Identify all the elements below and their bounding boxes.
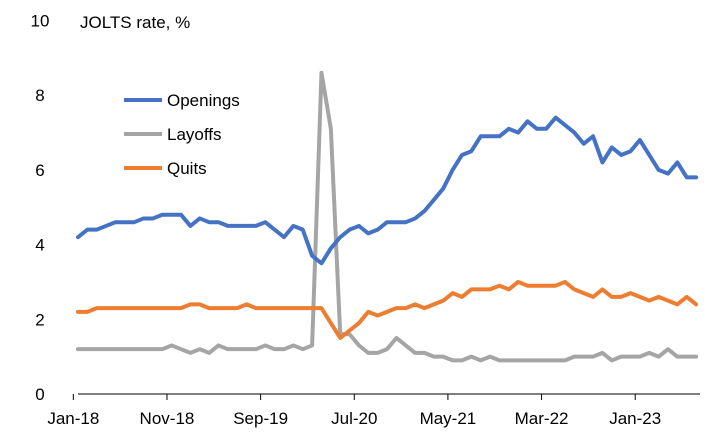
x-tick-label: May-21	[420, 409, 477, 428]
x-axis-ticks	[72, 394, 636, 400]
legend-label-quits: Quits	[167, 159, 207, 178]
y-tick-label: 4	[35, 236, 44, 255]
series-line-layoffs	[76, 70, 699, 363]
x-tick-label: Jul-20	[331, 409, 377, 428]
series-lines	[76, 70, 699, 363]
x-axis-tick-labels: Jan-18 Nov-18 Sep-19 Jul-20 May-21 Mar-22 Jan-…	[47, 409, 661, 428]
series-line-quits	[76, 279, 699, 340]
x-tick-label: Jan-18	[47, 409, 99, 428]
legend: Openings Layoffs Quits	[124, 91, 240, 178]
y-tick-label: 2	[35, 310, 44, 329]
legend-label-openings: Openings	[167, 91, 240, 110]
x-tick-label: Mar-22	[515, 409, 569, 428]
x-tick-label: Sep-19	[233, 409, 288, 428]
series-line-openings	[76, 115, 699, 266]
x-tick-label: Jan-23	[609, 409, 661, 428]
y-tick-label: 8	[35, 86, 44, 105]
chart-title: JOLTS rate, %	[80, 13, 190, 32]
y-axis-tick-labels: 0 2 4 6 8 10	[31, 12, 50, 405]
y-tick-label: 10	[31, 12, 50, 31]
x-tick-label: Nov-18	[140, 409, 195, 428]
y-tick-label: 0	[35, 385, 44, 404]
legend-label-layoffs: Layoffs	[167, 125, 222, 144]
y-tick-label: 6	[35, 161, 44, 180]
